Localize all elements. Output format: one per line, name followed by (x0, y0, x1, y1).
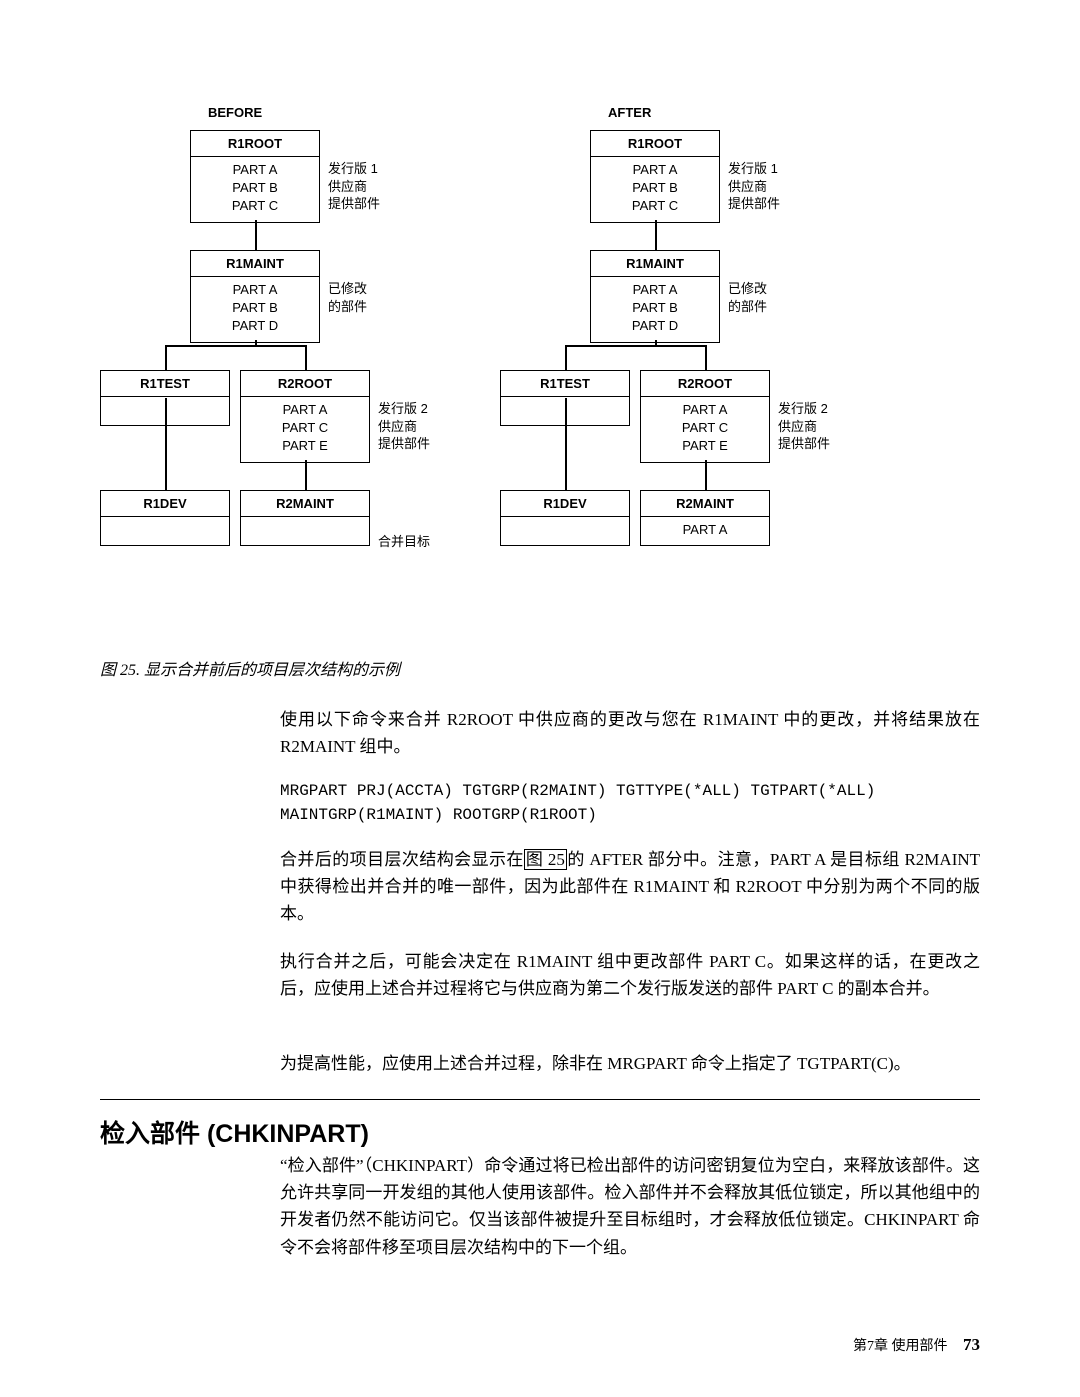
node-header: R1ROOT (591, 131, 719, 157)
connector (705, 460, 707, 490)
node-body: PART APART BPART C (591, 157, 719, 222)
connector (165, 398, 167, 490)
node-body (501, 517, 629, 545)
after-label-release1: 发行版 1 供应商 提供部件 (728, 160, 780, 213)
node-header: R2MAINT (241, 491, 369, 517)
node-body: PART APART CPART E (241, 397, 369, 462)
after-r2maint: R2MAINTPART A (640, 490, 770, 546)
after-label-release2: 发行版 2 供应商 提供部件 (778, 400, 830, 453)
before-r1maint: R1MAINTPART APART BPART D (190, 250, 320, 343)
after-r1root: R1ROOTPART APART BPART C (590, 130, 720, 223)
paragraph-1: 使用以下命令来合并 R2ROOT 中供应商的更改与您在 R1MAINT 中的更改… (280, 706, 980, 760)
before-label-release1: 发行版 1 供应商 提供部件 (328, 160, 380, 213)
before-label-release2: 发行版 2 供应商 提供部件 (378, 400, 430, 453)
before-label: BEFORE (208, 105, 262, 120)
node-header: R1MAINT (191, 251, 319, 277)
connector (565, 345, 705, 347)
before-label-merge: 合并目标 (378, 533, 430, 551)
connector (305, 345, 307, 370)
paragraph-4: 为提高性能，应使用上述合并过程，除非在 MRGPART 命令上指定了 TGTPA… (280, 1050, 980, 1077)
node-header: R1MAINT (591, 251, 719, 277)
node-body: PART APART BPART D (191, 277, 319, 342)
after-r1maint: R1MAINTPART APART BPART D (590, 250, 720, 343)
after-label: AFTER (608, 105, 651, 120)
node-header: R1TEST (501, 371, 629, 397)
after-r2root: R2ROOTPART APART CPART E (640, 370, 770, 463)
connector (165, 345, 167, 370)
figure-caption: 图 25. 显示合并前后的项目层次结构的示例 (100, 656, 400, 680)
after-label-modified: 已修改 的部件 (728, 280, 767, 315)
node-header: R1DEV (501, 491, 629, 517)
footer-page-number: 73 (963, 1335, 980, 1354)
before-r2root: R2ROOTPART APART CPART E (240, 370, 370, 463)
page-footer: 第7章 使用部件 73 (853, 1335, 980, 1355)
node-header: R2ROOT (641, 371, 769, 397)
node-header: R1ROOT (191, 131, 319, 157)
node-header: R1DEV (101, 491, 229, 517)
connector (165, 345, 305, 347)
node-body: PART APART CPART E (641, 397, 769, 462)
before-r1dev: R1DEV (100, 490, 230, 546)
connector (255, 220, 257, 250)
connector (565, 345, 567, 370)
paragraph-3: 执行合并之后，可能会决定在 R1MAINT 组中更改部件 PART C。如果这样… (280, 948, 980, 1002)
section-divider (100, 1099, 980, 1100)
node-header: R2ROOT (241, 371, 369, 397)
paragraph-2: 合并后的项目层次结构会显示在图 25的 AFTER 部分中。注意，PART A … (280, 846, 980, 928)
connector (655, 220, 657, 250)
node-header: R1TEST (101, 371, 229, 397)
before-label-modified: 已修改 的部件 (328, 280, 367, 315)
figure-link[interactable]: 图 25 (524, 849, 567, 870)
node-body: PART APART BPART C (191, 157, 319, 222)
footer-chapter: 第7章 使用部件 (853, 1339, 948, 1354)
node-body: PART A (641, 517, 769, 545)
before-r2maint: R2MAINT (240, 490, 370, 546)
node-body (241, 517, 369, 545)
connector (705, 345, 707, 370)
node-header: R2MAINT (641, 491, 769, 517)
section-paragraph-1: “检入部件”（CHKINPART）命令通过将已检出部件的访问密钥复位为空白，来释… (280, 1152, 980, 1261)
connector (565, 398, 567, 490)
connector (305, 460, 307, 490)
node-body (101, 517, 229, 545)
section-heading: 检入部件 (CHKINPART) (100, 1114, 369, 1150)
before-r1root: R1ROOTPART APART BPART C (190, 130, 320, 223)
hierarchy-diagram: BEFORER1ROOTPART APART BPART CR1MAINTPAR… (100, 105, 970, 640)
code-block: MRGPART PRJ(ACCTA) TGTGRP(R2MAINT) TGTTY… (280, 779, 980, 827)
after-r1dev: R1DEV (500, 490, 630, 546)
node-body: PART APART BPART D (591, 277, 719, 342)
